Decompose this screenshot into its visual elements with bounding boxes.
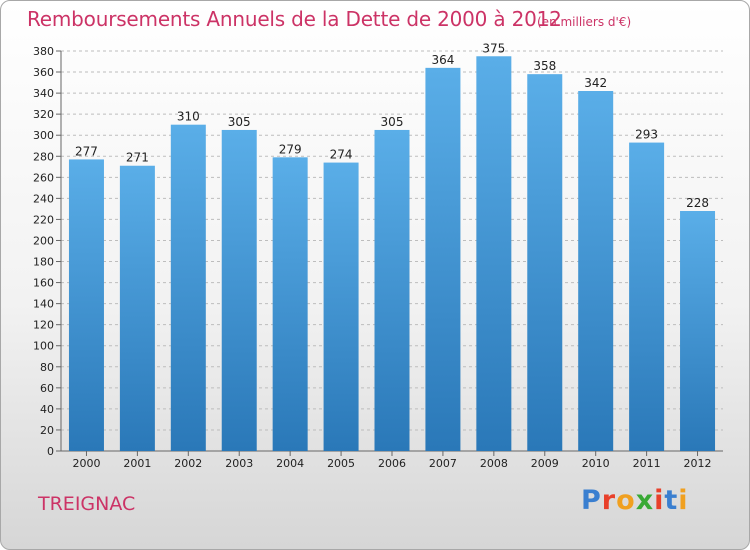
value-label: 277 bbox=[75, 144, 98, 158]
chart-title: Remboursements Annuels de la Dette de 20… bbox=[27, 7, 562, 31]
y-tick-label: 180 bbox=[33, 256, 54, 269]
x-tick-label: 2012 bbox=[684, 457, 712, 470]
x-tick-label: 2008 bbox=[480, 457, 508, 470]
y-tick-label: 340 bbox=[33, 87, 54, 100]
y-tick-label: 220 bbox=[33, 213, 54, 226]
value-label: 342 bbox=[584, 76, 607, 90]
y-tick-label: 100 bbox=[33, 340, 54, 353]
bar bbox=[170, 124, 206, 452]
y-tick-label: 280 bbox=[33, 150, 54, 163]
value-label: 293 bbox=[635, 128, 658, 142]
bar bbox=[527, 74, 563, 451]
bar bbox=[374, 129, 410, 451]
y-tick-label: 260 bbox=[33, 171, 54, 184]
y-tick-label: 300 bbox=[33, 129, 54, 142]
x-tick-label: 2001 bbox=[123, 457, 151, 470]
bar bbox=[578, 91, 614, 451]
y-tick-label: 160 bbox=[33, 277, 54, 290]
y-tick-label: 60 bbox=[40, 382, 54, 395]
x-tick-label: 2000 bbox=[72, 457, 100, 470]
bars bbox=[68, 56, 716, 452]
bar bbox=[119, 165, 155, 451]
value-label: 375 bbox=[482, 41, 505, 55]
y-tick-label: 240 bbox=[33, 192, 54, 205]
value-label: 305 bbox=[381, 115, 404, 129]
bar bbox=[68, 159, 104, 451]
y-tick-label: 40 bbox=[40, 403, 54, 416]
bar bbox=[323, 162, 359, 451]
value-label: 274 bbox=[330, 148, 353, 162]
y-tick-label: 0 bbox=[47, 445, 54, 458]
x-tick-label: 2010 bbox=[582, 457, 610, 470]
x-tick-label: 2009 bbox=[531, 457, 559, 470]
bar bbox=[425, 67, 461, 451]
value-label: 228 bbox=[686, 196, 709, 210]
y-tick-label: 380 bbox=[33, 45, 54, 58]
bar bbox=[629, 142, 665, 451]
proxiti-logo: Proxiti bbox=[581, 485, 689, 516]
y-tick-label: 360 bbox=[33, 66, 54, 79]
y-tick-label: 140 bbox=[33, 298, 54, 311]
y-tick-label: 200 bbox=[33, 234, 54, 247]
bar bbox=[680, 211, 716, 451]
value-label: 310 bbox=[177, 110, 200, 124]
value-label: 364 bbox=[431, 53, 454, 67]
x-tick-label: 2011 bbox=[633, 457, 661, 470]
x-tick-label: 2006 bbox=[378, 457, 406, 470]
x-tick-label: 2005 bbox=[327, 457, 355, 470]
value-label: 271 bbox=[126, 151, 149, 165]
y-tick-label: 20 bbox=[40, 424, 54, 437]
bar bbox=[221, 129, 257, 451]
x-tick-label: 2002 bbox=[174, 457, 202, 470]
value-label: 279 bbox=[279, 142, 302, 156]
commune-name: TREIGNAC bbox=[38, 493, 136, 515]
x-tick-label: 2004 bbox=[276, 457, 304, 470]
x-tick-label: 2003 bbox=[225, 457, 253, 470]
value-labels: 277 271 310 305 279 274 305 364 375 358 342 293 228 bbox=[75, 41, 709, 210]
y-tick-label: 320 bbox=[33, 108, 54, 121]
value-label: 358 bbox=[533, 59, 556, 73]
bar bbox=[272, 157, 308, 451]
value-label: 305 bbox=[228, 115, 251, 129]
bar bbox=[476, 56, 512, 452]
x-axis: 2000 2001 2002 2003 2004 2005 2006 2007 2008 2009… bbox=[72, 451, 712, 470]
y-tick-label: 80 bbox=[40, 361, 54, 374]
chart-subtitle: (en milliers d'€) bbox=[537, 15, 632, 29]
x-tick-label: 2007 bbox=[429, 457, 457, 470]
y-tick-label: 120 bbox=[33, 319, 54, 332]
